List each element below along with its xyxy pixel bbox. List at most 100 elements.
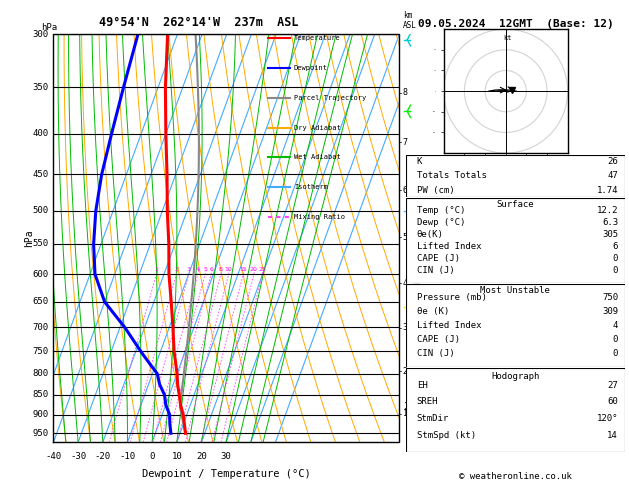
Text: 4: 4 [196, 267, 200, 272]
Text: 5: 5 [203, 267, 207, 272]
Text: StmDir: StmDir [416, 414, 449, 423]
Text: 120°: 120° [596, 414, 618, 423]
Text: θe(K): θe(K) [416, 230, 443, 239]
Text: 650: 650 [32, 297, 48, 306]
Text: 1.74: 1.74 [596, 186, 618, 195]
Text: 350: 350 [32, 83, 48, 92]
Text: θe (K): θe (K) [416, 307, 449, 316]
Text: 1: 1 [403, 410, 408, 418]
FancyBboxPatch shape [406, 368, 625, 452]
Text: StmSpd (kt): StmSpd (kt) [416, 431, 476, 440]
Text: 1: 1 [155, 267, 159, 272]
FancyBboxPatch shape [406, 284, 625, 367]
Text: 12.2: 12.2 [596, 206, 618, 215]
Text: CAPE (J): CAPE (J) [416, 335, 460, 344]
Text: 4: 4 [403, 278, 408, 288]
Text: 15: 15 [240, 267, 247, 272]
Text: 450: 450 [32, 170, 48, 179]
Text: 305: 305 [602, 230, 618, 239]
Text: kt: kt [504, 35, 512, 41]
Text: SREH: SREH [416, 398, 438, 406]
Text: 700: 700 [32, 323, 48, 332]
Text: Mixing Ratio: Mixing Ratio [294, 214, 345, 220]
Text: 2: 2 [174, 267, 179, 272]
Text: 7: 7 [403, 138, 408, 147]
Text: -20: -20 [95, 452, 111, 462]
Text: 49°54'N  262°14'W  237m  ASL: 49°54'N 262°14'W 237m ASL [99, 16, 299, 29]
Text: hPa: hPa [41, 22, 57, 32]
Text: Pressure (mb): Pressure (mb) [416, 293, 486, 302]
Text: Most Unstable: Most Unstable [480, 286, 550, 295]
Text: 0: 0 [613, 335, 618, 344]
Text: 60: 60 [607, 398, 618, 406]
Text: 14: 14 [607, 431, 618, 440]
Text: Lifted Index: Lifted Index [416, 242, 481, 251]
Text: Parcel Trajectory: Parcel Trajectory [294, 95, 366, 101]
Text: Temperature: Temperature [294, 35, 341, 41]
Text: 0: 0 [613, 348, 618, 358]
Text: 750: 750 [602, 293, 618, 302]
Text: 800: 800 [32, 369, 48, 378]
Text: 950: 950 [32, 429, 48, 438]
Text: 600: 600 [32, 270, 48, 278]
Text: Totals Totals: Totals Totals [416, 172, 486, 180]
Text: 300: 300 [32, 30, 48, 38]
Text: Temp (°C): Temp (°C) [416, 206, 465, 215]
Text: CAPE (J): CAPE (J) [416, 254, 460, 263]
Text: 2: 2 [403, 367, 408, 376]
Text: 20: 20 [196, 452, 207, 462]
Text: Dewpoint: Dewpoint [294, 65, 328, 71]
Text: -10: -10 [120, 452, 135, 462]
Text: 750: 750 [32, 347, 48, 356]
Text: Hodograph: Hodograph [491, 372, 539, 381]
Text: -40: -40 [45, 452, 62, 462]
Text: 47: 47 [607, 172, 618, 180]
Text: 8: 8 [219, 267, 223, 272]
Text: 0: 0 [613, 254, 618, 263]
Text: CIN (J): CIN (J) [416, 348, 454, 358]
Text: Lifted Index: Lifted Index [416, 321, 481, 330]
Text: 3: 3 [187, 267, 191, 272]
Text: km
ASL: km ASL [403, 11, 417, 30]
Text: 0: 0 [150, 452, 155, 462]
Text: EH: EH [416, 381, 427, 390]
FancyBboxPatch shape [406, 198, 625, 283]
Text: 850: 850 [32, 390, 48, 399]
Text: 6.3: 6.3 [602, 218, 618, 227]
Text: Dry Adiabat: Dry Adiabat [294, 124, 341, 131]
Text: 09.05.2024  12GMT  (Base: 12): 09.05.2024 12GMT (Base: 12) [418, 19, 614, 29]
Text: CIN (J): CIN (J) [416, 266, 454, 275]
Text: 10: 10 [171, 452, 182, 462]
Text: 1LCL: 1LCL [403, 402, 421, 411]
Text: 6: 6 [613, 242, 618, 251]
Text: Wet Adiabat: Wet Adiabat [294, 155, 341, 160]
Text: 30: 30 [221, 452, 231, 462]
Text: 26: 26 [607, 157, 618, 166]
Text: 500: 500 [32, 207, 48, 215]
Text: 27: 27 [607, 381, 618, 390]
Text: Isotherm: Isotherm [294, 184, 328, 190]
Text: Surface: Surface [496, 200, 534, 209]
Text: 400: 400 [32, 129, 48, 138]
Text: -30: -30 [70, 452, 86, 462]
Text: K: K [416, 157, 422, 166]
Text: 550: 550 [32, 240, 48, 248]
Text: 20: 20 [250, 267, 258, 272]
Text: hPa: hPa [25, 229, 34, 247]
Text: 8: 8 [403, 88, 408, 97]
Text: Dewp (°C): Dewp (°C) [416, 218, 465, 227]
Text: 900: 900 [32, 410, 48, 419]
Text: © weatheronline.co.uk: © weatheronline.co.uk [459, 472, 572, 481]
Text: 10: 10 [225, 267, 233, 272]
Text: 6: 6 [403, 186, 408, 195]
FancyBboxPatch shape [406, 155, 625, 197]
Text: 4: 4 [613, 321, 618, 330]
Text: 6: 6 [209, 267, 213, 272]
Text: 25: 25 [259, 267, 266, 272]
Text: 309: 309 [602, 307, 618, 316]
Text: 5: 5 [403, 233, 408, 242]
Text: Mixing Ratio (g/kg): Mixing Ratio (g/kg) [414, 227, 423, 315]
Text: 3: 3 [403, 323, 408, 332]
Text: PW (cm): PW (cm) [416, 186, 454, 195]
Text: Dewpoint / Temperature (°C): Dewpoint / Temperature (°C) [142, 469, 311, 479]
